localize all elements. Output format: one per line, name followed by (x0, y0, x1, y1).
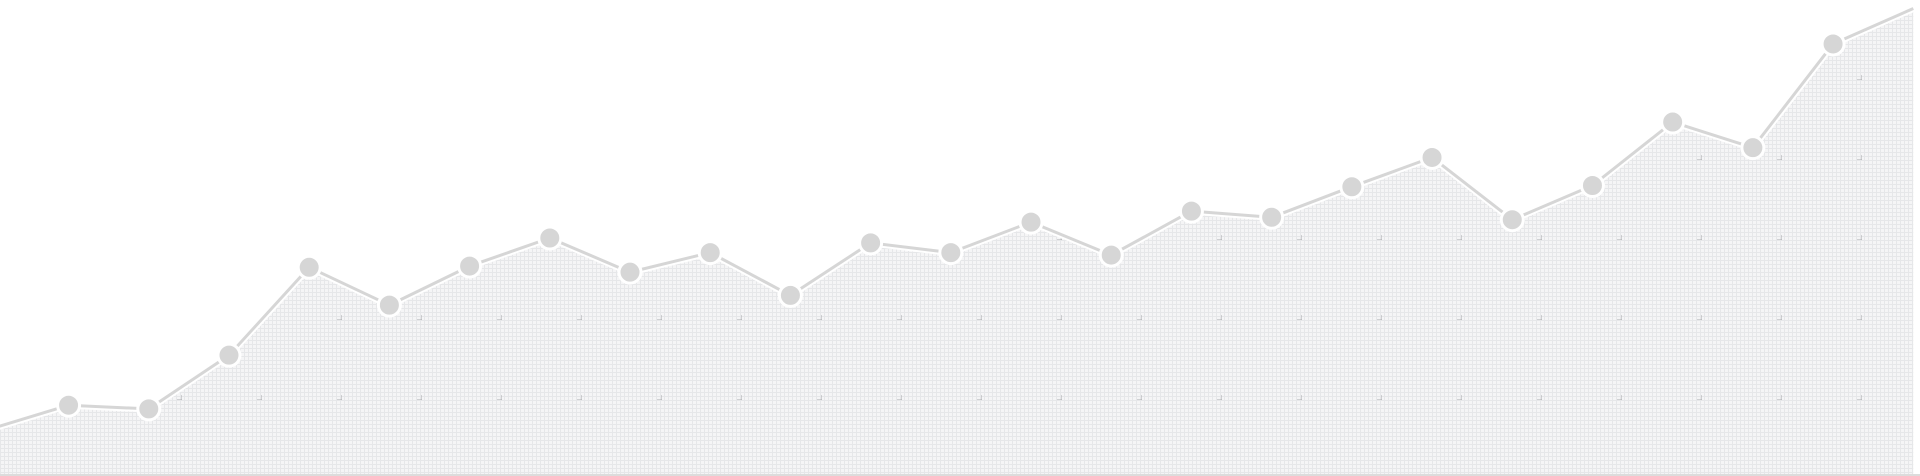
point (858, 230, 884, 256)
point (697, 240, 723, 266)
point (457, 253, 483, 279)
point (376, 292, 402, 318)
point (777, 282, 803, 308)
point (136, 396, 162, 422)
point (216, 342, 242, 368)
point (1499, 207, 1525, 233)
point (1259, 204, 1285, 230)
point (1579, 173, 1605, 199)
point (1018, 209, 1044, 235)
point (296, 254, 322, 280)
point (1660, 109, 1686, 135)
grid-crosses (0, 8, 1914, 476)
point (1178, 198, 1204, 224)
point (1820, 31, 1846, 57)
point (617, 259, 643, 285)
point (1098, 242, 1124, 268)
point (1740, 135, 1766, 161)
point (1419, 144, 1445, 170)
point (56, 392, 82, 418)
point (537, 225, 563, 251)
point (1339, 174, 1365, 200)
point (938, 240, 964, 266)
